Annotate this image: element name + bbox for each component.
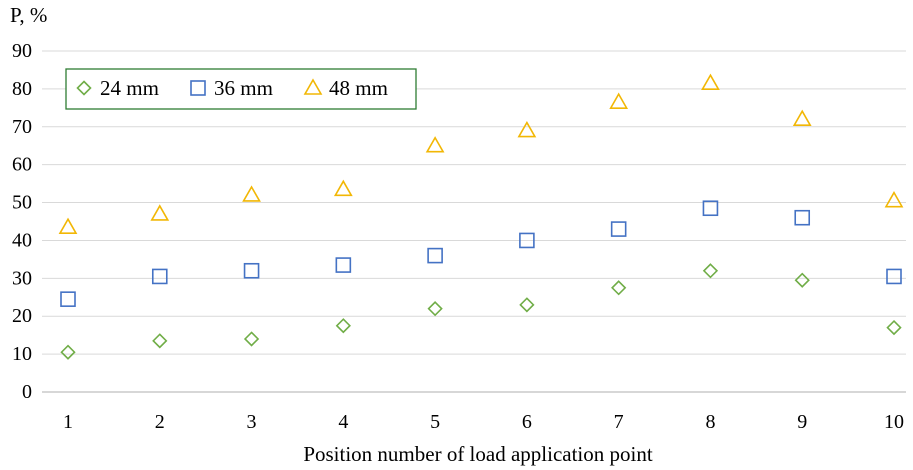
- series-24-mm: [60, 263, 902, 360]
- data-point: [243, 331, 260, 347]
- data-point: [60, 291, 76, 307]
- legend-label: 48 mm: [329, 76, 388, 100]
- data-point: [884, 191, 904, 208]
- legend-marker: [190, 80, 206, 96]
- data-point: [333, 179, 353, 197]
- legend-box: [65, 68, 417, 110]
- x-tick-label: 8: [705, 411, 715, 433]
- legend-marker: [76, 80, 92, 96]
- legend-label: 24 mm: [100, 76, 159, 100]
- data-point: [702, 200, 719, 217]
- data-point: [519, 297, 535, 313]
- data-point: [58, 217, 78, 234]
- data-point: [425, 136, 445, 153]
- data-point: [150, 204, 170, 221]
- x-tick-label: 7: [614, 411, 624, 433]
- data-point: [152, 333, 168, 349]
- data-point: [701, 73, 720, 91]
- data-point: [517, 120, 537, 138]
- y-tick-label: 50: [12, 192, 32, 214]
- legend-item: 48 mm: [303, 76, 388, 100]
- y-tick-labels: 0 10 20 30 40 50 60 70 80 90: [12, 40, 32, 403]
- data-point: [151, 268, 168, 285]
- data-point: [60, 344, 76, 360]
- data-point: [427, 301, 443, 317]
- x-tick-label: 10: [884, 411, 904, 433]
- y-tick-label: 60: [12, 154, 32, 176]
- x-tick-label: 6: [522, 411, 532, 433]
- data-point: [792, 109, 812, 126]
- y-tick-label: 10: [12, 343, 32, 365]
- series-36-mm: [60, 200, 902, 307]
- data-point: [243, 262, 260, 279]
- data-point: [609, 92, 629, 109]
- legend-item: 24 mm: [76, 76, 159, 100]
- y-axis-title: P, %: [10, 3, 47, 27]
- data-point: [427, 247, 443, 264]
- data-point: [242, 185, 261, 202]
- data-points: [58, 73, 904, 360]
- y-tick-label: 80: [12, 78, 32, 100]
- x-tick-label: 4: [338, 411, 348, 433]
- y-tick-label: 40: [12, 229, 32, 251]
- x-tick-label: 1: [63, 411, 73, 433]
- series-48-mm: [58, 73, 904, 234]
- data-point: [886, 319, 902, 336]
- data-point: [794, 272, 810, 288]
- data-point: [702, 263, 719, 279]
- x-tick-label: 2: [155, 411, 165, 433]
- data-point: [611, 280, 627, 296]
- data-point: [794, 209, 811, 226]
- legend-label: 36 mm: [214, 76, 273, 100]
- x-tick-labels: 1 2 3 4 5 6 7 8 9 10: [63, 411, 904, 433]
- data-point: [519, 232, 535, 249]
- x-tick-label: 9: [797, 411, 807, 433]
- legend-marker: [303, 78, 323, 95]
- y-tick-label: 30: [12, 267, 32, 289]
- data-point: [886, 268, 902, 285]
- x-tick-label: 3: [247, 411, 257, 433]
- data-point: [335, 318, 351, 334]
- gridlines: [42, 50, 906, 355]
- y-tick-label: 70: [12, 116, 32, 138]
- y-tick-label: 20: [12, 305, 32, 327]
- data-point: [335, 257, 352, 273]
- y-tick-label: 90: [12, 40, 32, 62]
- x-tick-label: 5: [430, 411, 440, 433]
- x-axis-title: Position number of load application poin…: [303, 442, 653, 466]
- y-tick-label: 0: [22, 381, 32, 403]
- legend: 24 mm 36 mm 48 mm: [65, 68, 417, 110]
- data-point: [610, 221, 627, 237]
- legend-item: 36 mm: [190, 76, 273, 100]
